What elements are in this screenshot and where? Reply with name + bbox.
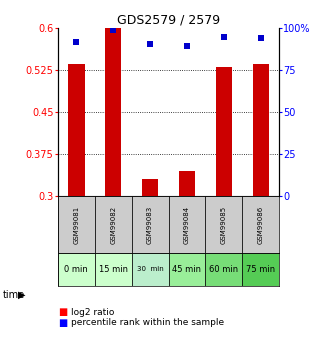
Bar	[179, 171, 195, 196]
Text: ■: ■	[58, 307, 67, 317]
Bar	[58, 196, 95, 253]
Text: time: time	[3, 290, 25, 300]
Text: ▶: ▶	[18, 290, 25, 300]
Text: percentile rank within the sample: percentile rank within the sample	[71, 318, 224, 327]
Bar	[58, 253, 95, 286]
Bar	[132, 253, 169, 286]
Bar	[132, 196, 169, 253]
Bar	[95, 253, 132, 286]
Bar	[105, 28, 121, 196]
Text: GSM99084: GSM99084	[184, 205, 190, 244]
Bar	[242, 196, 279, 253]
Bar	[216, 67, 232, 196]
Text: 60 min: 60 min	[209, 265, 239, 274]
Bar	[95, 196, 132, 253]
Bar	[205, 253, 242, 286]
Text: 0 min: 0 min	[65, 265, 88, 274]
Text: log2 ratio: log2 ratio	[71, 308, 114, 317]
Bar	[253, 64, 269, 196]
Bar	[68, 64, 84, 196]
Text: 15 min: 15 min	[99, 265, 128, 274]
Text: ■: ■	[58, 318, 67, 327]
Bar	[169, 196, 205, 253]
Text: 30  min: 30 min	[137, 266, 163, 273]
Text: 45 min: 45 min	[172, 265, 202, 274]
Bar	[205, 196, 242, 253]
Text: GSM99085: GSM99085	[221, 205, 227, 244]
Title: GDS2579 / 2579: GDS2579 / 2579	[117, 13, 220, 27]
Bar	[142, 179, 158, 196]
Bar	[169, 253, 205, 286]
Text: GSM99083: GSM99083	[147, 205, 153, 244]
Text: 75 min: 75 min	[246, 265, 275, 274]
Text: GSM99086: GSM99086	[258, 205, 264, 244]
Text: GSM99081: GSM99081	[73, 205, 79, 244]
Bar	[242, 253, 279, 286]
Text: GSM99082: GSM99082	[110, 205, 116, 244]
